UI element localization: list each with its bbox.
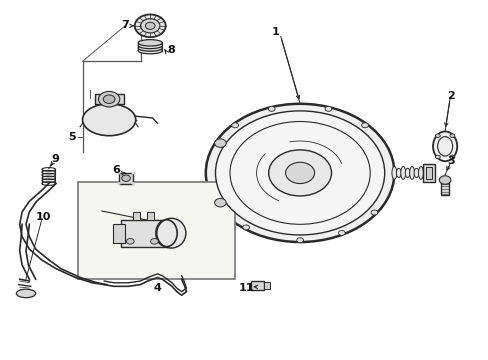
Circle shape (325, 107, 331, 111)
Bar (250, 281, 264, 290)
Ellipse shape (409, 167, 414, 179)
Ellipse shape (432, 131, 456, 161)
Circle shape (449, 134, 454, 138)
Circle shape (214, 139, 226, 147)
Bar (147, 212, 154, 220)
Ellipse shape (138, 40, 162, 46)
Bar (78, 182, 234, 279)
Circle shape (131, 171, 135, 174)
Bar (264, 282, 269, 289)
Text: 10: 10 (36, 212, 51, 222)
Text: 2: 2 (447, 91, 454, 101)
Circle shape (449, 155, 454, 159)
Circle shape (117, 171, 121, 174)
Circle shape (131, 182, 135, 185)
Bar (113, 224, 125, 243)
Circle shape (242, 225, 249, 230)
Bar (132, 212, 140, 220)
Circle shape (361, 123, 367, 128)
Text: 9: 9 (51, 154, 59, 164)
Ellipse shape (400, 167, 405, 179)
Circle shape (126, 238, 134, 244)
Ellipse shape (138, 45, 162, 51)
Circle shape (150, 238, 158, 244)
Circle shape (135, 14, 165, 37)
Circle shape (214, 198, 226, 207)
Text: 1: 1 (271, 27, 279, 37)
Text: 6: 6 (112, 165, 120, 175)
Bar (425, 167, 431, 179)
Circle shape (296, 238, 303, 243)
Ellipse shape (413, 168, 418, 177)
Circle shape (215, 111, 384, 235)
Text: 7: 7 (122, 20, 129, 30)
Ellipse shape (157, 218, 185, 248)
Circle shape (231, 123, 238, 128)
Circle shape (370, 210, 377, 215)
Text: 11: 11 (238, 283, 254, 293)
Ellipse shape (396, 168, 400, 177)
Text: 8: 8 (167, 45, 175, 55)
Circle shape (117, 182, 121, 185)
Circle shape (438, 176, 450, 184)
Circle shape (268, 107, 275, 111)
Circle shape (338, 230, 345, 235)
Ellipse shape (16, 289, 36, 298)
Ellipse shape (82, 104, 136, 136)
Text: 4: 4 (153, 283, 161, 293)
Ellipse shape (391, 167, 396, 179)
Ellipse shape (138, 48, 162, 54)
Circle shape (145, 22, 155, 30)
Circle shape (268, 150, 331, 196)
Circle shape (103, 95, 115, 103)
Text: 3: 3 (447, 156, 454, 166)
Circle shape (122, 175, 130, 181)
Circle shape (98, 91, 120, 107)
Ellipse shape (405, 168, 409, 177)
Circle shape (435, 134, 439, 138)
Circle shape (140, 19, 160, 33)
Bar (119, 173, 133, 184)
Ellipse shape (138, 42, 162, 49)
Circle shape (435, 155, 439, 159)
Bar (121, 220, 169, 247)
Text: 5: 5 (68, 132, 76, 143)
Bar (95, 94, 123, 104)
Circle shape (285, 162, 314, 184)
Ellipse shape (418, 167, 423, 179)
Bar (440, 181, 448, 195)
Bar (423, 164, 435, 182)
Circle shape (205, 104, 393, 242)
